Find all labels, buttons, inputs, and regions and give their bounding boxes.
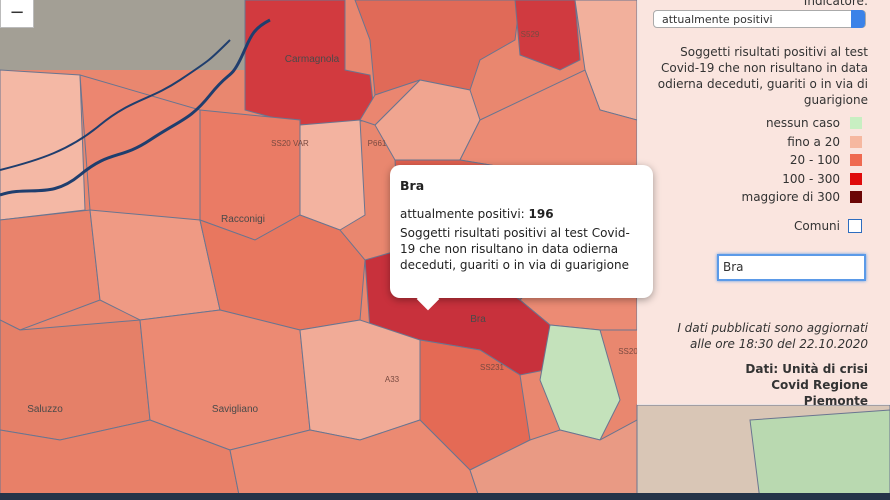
river [0, 18, 271, 197]
indicator-description: Soggetti risultati positivi al test Covi… [657, 45, 868, 107]
road-label: SS231 [480, 363, 505, 372]
legend: nessun caso fino a 20 20 - 100 100 - 300 mag… [741, 114, 862, 207]
legend-item: 100 - 300 [742, 170, 862, 189]
legend-swatch [850, 135, 862, 148]
bottom-bar [0, 493, 890, 500]
road-label: A33 [385, 375, 400, 384]
data-source: Dati: Unità di crisi Covid Regione Piemo… [745, 362, 868, 408]
indicator-name: attualmente positivi: [400, 207, 525, 221]
legend-item: fino a 20 [742, 133, 862, 152]
popup-description: Soggetti risultati positivi al test Covi… [400, 226, 630, 272]
select-arrow [851, 10, 865, 28]
place-label: Saluzzo [27, 404, 63, 415]
legend-label: 20 - 100 [789, 153, 840, 168]
indicator-value: 196 [528, 207, 554, 221]
popup: Bra attualmente positivi: 196 Soggetti r… [390, 165, 653, 311]
legend-label: fino a 20 [787, 134, 840, 149]
place-label: Bra [470, 314, 486, 325]
legend-swatch [850, 191, 862, 204]
popup-title: Bra [400, 178, 425, 193]
legend-swatch [850, 117, 862, 130]
legend-item: maggiore di 300 [741, 188, 862, 207]
legend-swatch [850, 154, 862, 167]
road-label: SS20 VAR [271, 139, 309, 148]
indicator-label: Indicatore: [803, 0, 868, 8]
place-label: Racconigi [221, 214, 265, 225]
legend-item: nessun caso [742, 114, 862, 133]
checkbox[interactable] [848, 219, 862, 233]
place-label: Carmagnola [285, 54, 340, 65]
select-value: attualmente positivi [662, 13, 773, 26]
legend-label: maggiore di 300 [741, 190, 841, 205]
road-label: S529 [521, 30, 540, 39]
legend-swatch [850, 172, 862, 185]
zoom-out-button[interactable]: − [0, 0, 34, 28]
control-panel: Indicatore: attualmente positivi Soggett… [637, 0, 890, 408]
road-label: SS20 [618, 347, 638, 356]
legend-label: 100 - 300 [782, 171, 840, 186]
update-note: I dati pubblicati sono aggiornati alle o… [677, 321, 868, 351]
river [0, 39, 231, 171]
comuni-toggle[interactable]: Comuni [794, 219, 862, 233]
search-input[interactable]: Bra [717, 254, 866, 281]
comuni-label: Comuni [794, 219, 840, 233]
popup-indicator: attualmente positivi: 196 [400, 207, 643, 221]
indicator-select[interactable]: attualmente positivi [653, 10, 866, 28]
legend-label: nessun caso [765, 116, 840, 131]
road-label: P661 [368, 139, 387, 148]
legend-item: 20 - 100 [742, 151, 862, 170]
place-label: Savigliano [212, 404, 259, 415]
